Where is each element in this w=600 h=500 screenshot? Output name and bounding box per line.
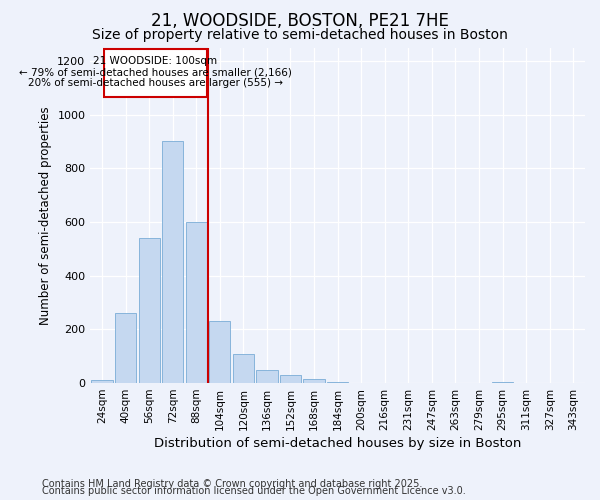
Bar (492, 382, 513, 383)
Text: Size of property relative to semi-detached houses in Boston: Size of property relative to semi-detach… (92, 28, 508, 42)
Text: 20% of semi-detached houses are larger (555) →: 20% of semi-detached houses are larger (… (28, 78, 283, 88)
Text: Contains HM Land Registry data © Crown copyright and database right 2025.: Contains HM Land Registry data © Crown c… (42, 479, 422, 489)
Bar (304, 379, 325, 383)
Bar (256, 370, 278, 383)
Text: Contains public sector information licensed under the Open Government Licence v3: Contains public sector information licen… (42, 486, 466, 496)
Text: 21 WOODSIDE: 100sqm: 21 WOODSIDE: 100sqm (93, 56, 217, 66)
FancyBboxPatch shape (104, 49, 207, 97)
Bar (233, 354, 254, 383)
Bar (91, 380, 113, 383)
Bar (139, 238, 160, 383)
Text: 21, WOODSIDE, BOSTON, PE21 7HE: 21, WOODSIDE, BOSTON, PE21 7HE (151, 12, 449, 30)
Text: ← 79% of semi-detached houses are smaller (2,166): ← 79% of semi-detached houses are smalle… (19, 67, 292, 77)
Y-axis label: Number of semi-detached properties: Number of semi-detached properties (38, 106, 52, 324)
Bar (209, 322, 230, 383)
Bar (115, 314, 136, 383)
Bar (162, 142, 183, 383)
Bar (185, 222, 207, 383)
Bar (327, 382, 348, 383)
Bar (280, 375, 301, 383)
X-axis label: Distribution of semi-detached houses by size in Boston: Distribution of semi-detached houses by … (154, 437, 521, 450)
